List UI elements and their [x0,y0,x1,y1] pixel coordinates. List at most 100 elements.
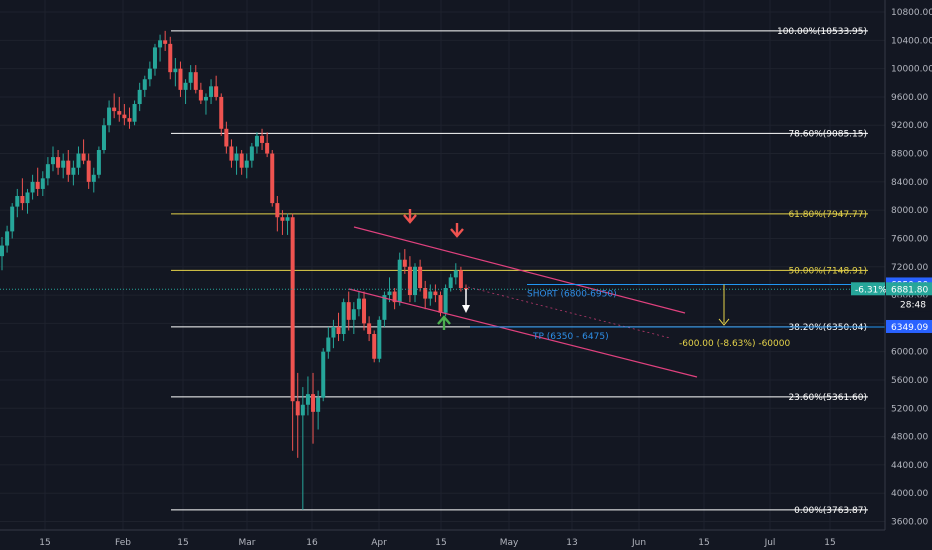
countdown-text: 28:48 [900,300,926,310]
candle-body [193,72,198,90]
y-tick-label: 8400.00 [891,178,928,188]
y-tick-label: 10000.00 [891,65,932,75]
candle-body [300,404,305,416]
measure-arrow-icon [718,318,730,326]
candle-body [91,174,96,182]
y-tick-label: 7600.00 [891,234,928,244]
fib-level-label: 50.00%(7148.91) [788,266,867,276]
candle-body [214,86,219,97]
y-tick-label: 9200.00 [891,121,928,131]
candle-body [382,295,387,320]
candle-body [142,79,147,90]
up-arrow-green-icon [437,315,451,325]
x-tick-label: May [500,538,519,548]
candle-body [15,196,20,207]
candle-body [163,40,168,44]
candle-body [305,394,310,405]
candle-body [356,298,361,310]
candle-body [229,146,234,161]
candle-body [362,298,367,324]
x-tick-label: 15 [177,538,188,548]
candle-body [326,337,331,352]
candle-body [61,160,66,168]
y-tick-label: 5200.00 [891,404,928,414]
candle-body [158,40,163,48]
y-tick-label: 7200.00 [891,263,928,273]
candle-body [122,114,127,119]
candle-body [346,302,351,320]
price-axis: 10800.00 10400.00 10000.00 9600.00 9200.00 88… [884,0,932,550]
candle-body [351,309,356,320]
candle-body [336,326,341,334]
candle-body [254,135,259,147]
candle-body [244,160,249,168]
x-tick-label: 13 [566,538,577,548]
y-tick-label: 4000.00 [891,489,928,499]
candle-body [377,319,382,359]
fib-level-label: 23.60%(5361.60) [788,393,867,403]
candle-body [367,323,372,334]
candle-body [219,96,224,129]
candle-body [265,142,270,154]
candle-body [290,217,295,402]
candle-body [331,326,336,338]
candle-body [20,196,25,204]
pct-change-tag [851,282,885,296]
candle-body [168,43,173,73]
channel-lower-line [348,288,698,378]
candle-body [203,96,208,101]
fib-level-label: 38.20%(6350.04) [788,323,867,333]
candle-body [418,266,423,288]
x-tick-label: Mar [239,538,256,548]
x-tick-label: Jun [631,538,646,548]
candle-body [147,68,152,80]
fib-level-label: 100.00%(10533.95) [777,27,867,37]
y-tick-label: 6800.00 [891,291,928,301]
countdown-tag [897,297,932,312]
fibonacci-levels: 100.00%(10533.95) 78.60%(9085.15) 61.80%(7… [171,27,868,516]
tp-zone-label: TP (6350 - 6475) [532,332,609,342]
down-arrow-red-icon [450,228,464,238]
x-tick-label: 15 [698,538,709,548]
x-tick-label: Jul [764,538,776,548]
x-tick-label: 15 [824,538,835,548]
candle-body [81,153,86,161]
short-zone-label: SHORT (6800-6950) [527,289,617,299]
current-price-text: 6881.80 [891,285,928,295]
candle-body [428,291,433,299]
fib-level-label: 78.60%(9085.15) [788,129,867,139]
candle-body [152,47,157,69]
x-tick-label: 15 [39,538,50,548]
candle-body [35,181,40,189]
candle-body [260,135,265,143]
drawings: SHORT (6800-6950) TP (6350 - 6475) -600.00… [0,209,885,378]
candle-body [56,157,61,168]
candle-body [321,351,326,398]
candle-body [438,295,443,313]
candle-body [413,266,418,296]
y-tick-label: 4400.00 [891,461,928,471]
y-tick-label: 10800.00 [891,8,932,18]
current-price-tag [886,282,932,296]
grid [0,0,885,530]
candle-body [132,104,137,122]
candle-body [96,150,101,175]
fib-level-label: 0.00%(3763.87) [794,506,867,516]
candle-body [407,266,412,296]
candle-body [10,206,15,232]
candle-body [234,153,239,161]
y-tick-label: 5600.00 [891,376,928,386]
candle-body [173,68,178,73]
candle-body [137,89,142,105]
candle-body [249,146,254,161]
candle-body [464,287,468,290]
candle-body [101,125,106,151]
fib-level-label: 61.80%(7947.77) [788,210,867,220]
candle-body [25,192,30,204]
candle-body [117,111,122,115]
candle-body [295,401,300,416]
candle-body [372,333,377,359]
channel-upper-line [353,226,686,314]
